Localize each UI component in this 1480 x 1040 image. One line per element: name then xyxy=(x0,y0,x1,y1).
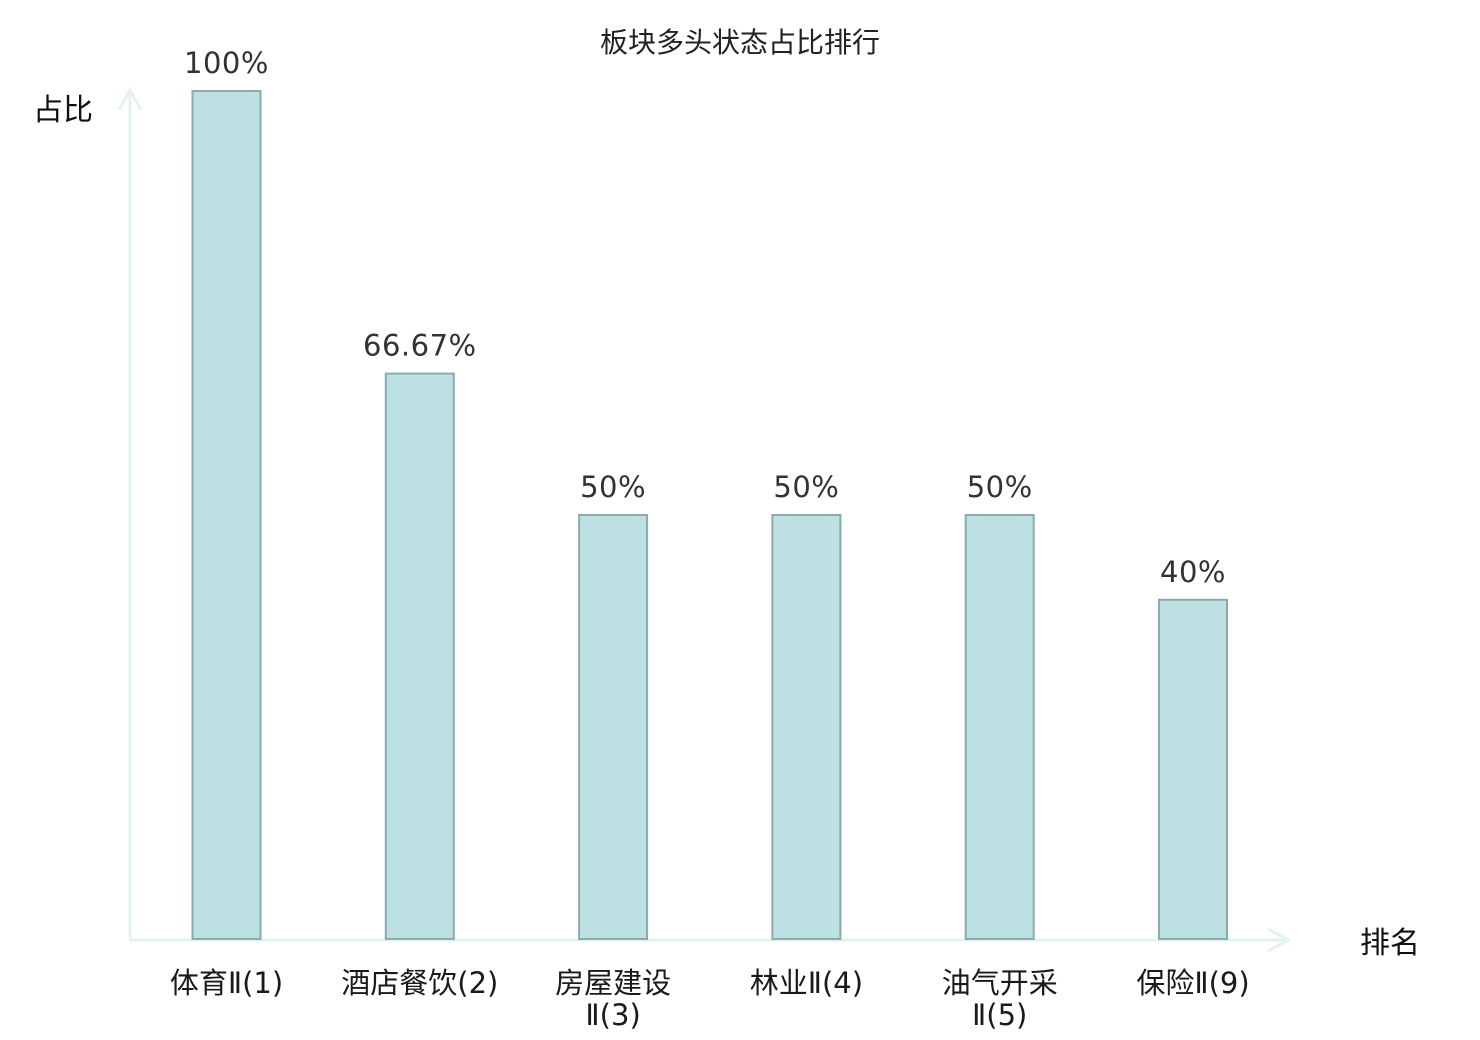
x-tick-label: 保险Ⅱ(9) xyxy=(1136,966,1249,1000)
x-tick-label: 房屋建设 xyxy=(555,966,671,1000)
x-tick-label: 林业Ⅱ(4) xyxy=(750,966,863,1000)
x-axis-label: 排名 xyxy=(1360,926,1420,961)
chart-title: 板块多头状态占比排行 xyxy=(600,26,880,59)
y-axis xyxy=(117,86,143,940)
bar-value-label: 100% xyxy=(184,46,269,80)
value-labels-group: 100% 66.67% 50% 50% 50% 40% xyxy=(184,46,1226,589)
bar xyxy=(578,514,649,940)
bar xyxy=(771,514,842,940)
x-tick-label: 酒店餐饮(2) xyxy=(341,966,498,1000)
bars-group xyxy=(191,90,1228,941)
x-tick-label: Ⅱ(5) xyxy=(972,998,1027,1032)
bar-value-label: 50% xyxy=(773,470,839,504)
x-axis xyxy=(130,927,1292,953)
bar xyxy=(1158,598,1228,940)
x-tick-label: 体育Ⅱ(1) xyxy=(170,966,283,1000)
bar-value-label: 66.67% xyxy=(363,329,477,363)
bar xyxy=(964,514,1035,940)
bar-value-label: 40% xyxy=(1160,555,1226,589)
y-axis-label: 占比 xyxy=(33,93,93,128)
bar-value-label: 50% xyxy=(967,470,1033,504)
bar xyxy=(191,90,262,940)
bar-value-label: 50% xyxy=(580,470,646,504)
bar xyxy=(384,372,455,941)
x-tick-label: Ⅱ(3) xyxy=(585,998,640,1032)
x-tick-label: 油气开采 xyxy=(942,966,1058,1000)
